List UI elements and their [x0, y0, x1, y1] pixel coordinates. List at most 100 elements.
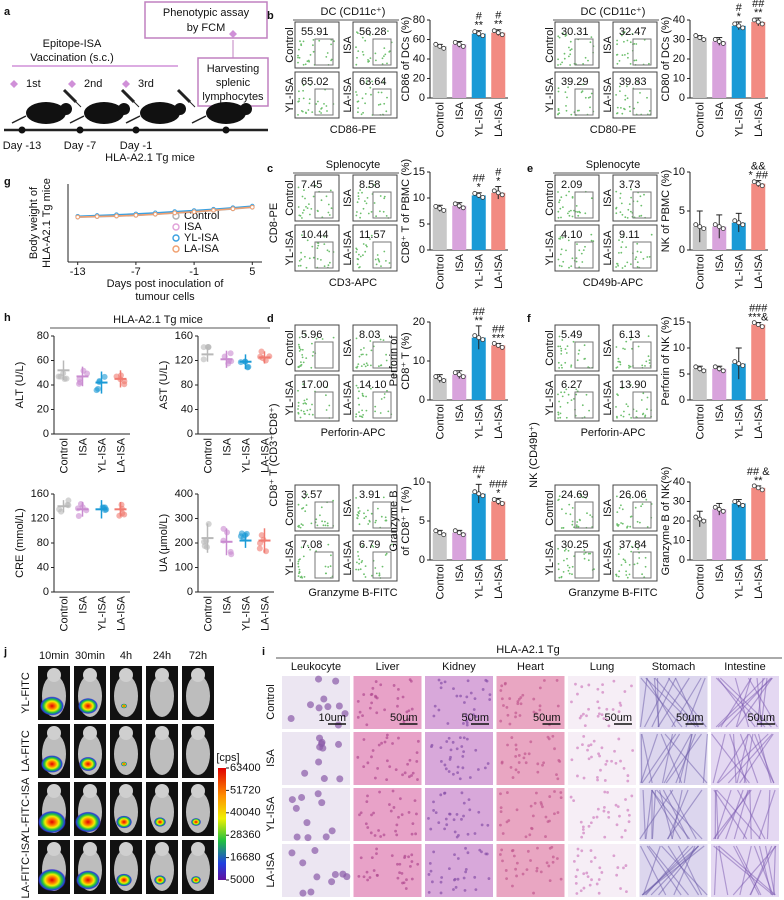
tissue-cell — [462, 736, 466, 740]
tissue-cell — [581, 825, 585, 829]
tissue-cell — [401, 695, 405, 699]
cell-dot — [565, 352, 568, 354]
cell-dot — [357, 363, 360, 365]
y-tick-label: 20 — [37, 403, 49, 415]
y-tick-label: 160 — [175, 330, 193, 342]
tissue-cell — [585, 714, 588, 718]
cell-dot — [298, 336, 301, 339]
y-tick-label: 40 — [37, 561, 49, 573]
tissue-cell — [370, 856, 374, 860]
cell-dot — [302, 402, 305, 405]
cell-dot — [374, 52, 377, 55]
tissue-cell — [459, 694, 462, 698]
row-label: Control — [265, 684, 277, 719]
cell-dot — [299, 348, 302, 351]
bar — [751, 487, 766, 560]
tissue-cell — [517, 697, 521, 701]
colorbar-label: 16680 — [230, 852, 261, 864]
cell-dot — [621, 267, 624, 269]
mouse-body — [186, 733, 210, 775]
tissue-cell — [587, 683, 591, 687]
cell-dot — [357, 511, 360, 514]
point — [736, 501, 742, 506]
tissue-fold — [758, 789, 776, 840]
tissue-cell — [365, 870, 369, 874]
cell-dot — [356, 211, 358, 213]
cell-dot — [302, 40, 305, 43]
cell-dot — [297, 389, 299, 392]
tissue-cell — [553, 747, 556, 751]
tissue-fold — [712, 733, 726, 784]
tissue-cell — [487, 877, 491, 880]
tissue-cell — [443, 791, 446, 795]
tissue-cell — [596, 775, 599, 779]
tissue-fold — [685, 677, 706, 728]
tissue-cell — [580, 835, 584, 839]
cell-dot — [621, 34, 623, 37]
cell-dot — [562, 260, 565, 263]
tissue-cell — [596, 700, 600, 704]
series-line — [77, 205, 253, 217]
tissue-cell — [515, 861, 519, 865]
cell-dot — [622, 415, 625, 418]
bar — [692, 37, 707, 98]
point — [693, 514, 699, 520]
cell-dot — [618, 252, 620, 254]
cell-dot — [383, 396, 386, 399]
cell-dot — [310, 522, 313, 525]
tissue-cell — [529, 804, 533, 808]
tissue-cell — [625, 890, 628, 894]
point — [437, 205, 443, 211]
cell-dot — [301, 212, 304, 214]
y-tick-label: 15 — [413, 166, 425, 178]
tissue-fold — [749, 845, 776, 896]
cell-dot — [581, 90, 584, 92]
x-tick-label: ISA — [714, 563, 726, 581]
tissue-fold — [733, 789, 749, 840]
point — [472, 29, 478, 35]
tissue-fold — [714, 789, 732, 840]
tissue-cell — [593, 856, 597, 860]
cell-dot — [361, 97, 364, 100]
significance: ** — [474, 20, 483, 32]
mouse-tail — [69, 115, 85, 124]
cell-dot — [355, 91, 357, 93]
cell-dot — [380, 398, 383, 400]
tissue-cell — [576, 847, 580, 851]
cell-dot — [563, 57, 566, 60]
tissue-fold — [739, 845, 752, 896]
cell-dot — [361, 36, 364, 39]
tissue-cell — [532, 697, 536, 701]
cell-dot — [328, 250, 331, 253]
tissue-cell — [512, 854, 516, 858]
cell-dot — [298, 572, 300, 575]
cell-dot — [359, 189, 361, 191]
y-tick-label: 10 — [673, 166, 685, 178]
tissue-cell — [361, 714, 364, 718]
cell-dot — [366, 197, 369, 199]
point — [433, 374, 439, 379]
tissue-cell — [576, 746, 579, 750]
tissue-cell — [521, 872, 525, 876]
cell-dot — [360, 561, 363, 564]
tissue-cell — [464, 868, 468, 871]
cell-dot — [326, 524, 329, 527]
flow-box — [612, 174, 658, 222]
point — [759, 21, 765, 27]
cell-dot — [615, 406, 617, 408]
tissue-cell — [559, 877, 563, 881]
point — [476, 31, 482, 37]
tissue-cell — [462, 814, 465, 818]
cell-dot — [357, 386, 359, 389]
y-tick-label: 0 — [679, 92, 685, 104]
tissue-cell — [461, 754, 465, 758]
cell-dot — [357, 568, 360, 571]
tissue-cell — [607, 810, 610, 814]
cell-dot — [578, 249, 581, 252]
cell-dot — [628, 105, 631, 108]
tissue-cell — [630, 684, 633, 688]
cell-dot — [377, 104, 380, 106]
cell-dot — [355, 415, 357, 418]
tissue-cell — [528, 833, 532, 837]
cell-dot — [615, 367, 618, 369]
